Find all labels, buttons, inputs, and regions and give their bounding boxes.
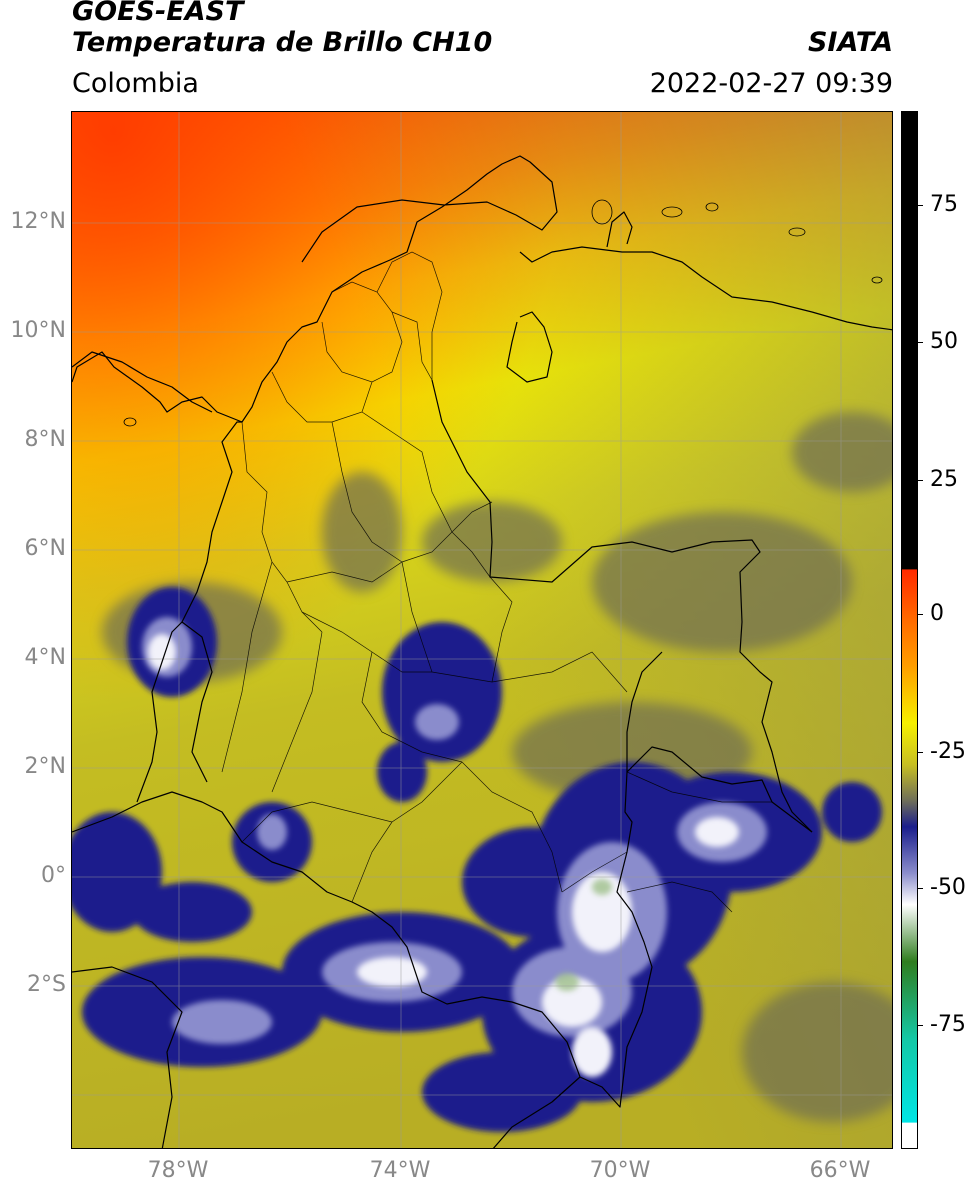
colorbar-tick — [918, 752, 923, 753]
paraguana-peninsula — [606, 211, 633, 248]
lon-label-74w: 74°W — [369, 1158, 431, 1183]
panama-coast — [72, 351, 213, 413]
brazil-border-north — [626, 651, 663, 772]
lat-label-10n: 10°N — [10, 318, 66, 343]
satellite-image — [72, 112, 892, 1148]
peru-border-south — [492, 1076, 581, 1148]
product-title: Temperatura de Brillo CH10 — [72, 27, 493, 58]
islands — [123, 199, 883, 427]
deep-convection — [72, 587, 882, 1132]
lat-label-2s: 2°S — [27, 972, 66, 997]
lon-label-70w: 70°W — [589, 1158, 651, 1183]
country-borders — [72, 155, 892, 1148]
colombia-brazil-border — [579, 746, 813, 1108]
pacific-coast — [181, 421, 242, 623]
department-borders — [221, 251, 772, 913]
lat-label-12n: 12°N — [10, 209, 66, 234]
colorbar-tick — [918, 342, 923, 343]
colorbar-tick — [918, 1025, 923, 1026]
lon-label-66w: 66°W — [809, 1158, 871, 1183]
colorbar-label-50: 50 — [930, 329, 958, 354]
satellite-title: GOES-EAST — [72, 0, 244, 27]
venezuela-coast — [519, 246, 892, 331]
lat-label-8n: 8°N — [24, 427, 66, 452]
colorbar-tick — [918, 480, 923, 481]
ecuador-border — [136, 621, 213, 803]
colorbar-tick — [918, 205, 923, 206]
colorbar-label-25: 25 — [930, 467, 958, 492]
agency-label: SIATA — [807, 27, 893, 58]
maracaibo-lake — [506, 311, 553, 383]
colorbar-label-75: 75 — [930, 192, 958, 217]
colombia-border — [72, 155, 558, 423]
lat-label-2n: 2°N — [24, 754, 66, 779]
graticule — [72, 112, 892, 1148]
lon-label-78w: 78°W — [147, 1158, 209, 1183]
lat-label-6n: 6°N — [24, 536, 66, 561]
colorbar-label-minus75: -75 — [930, 1012, 966, 1037]
colorbar-label-0: 0 — [930, 601, 944, 626]
lat-label-0: 0° — [41, 863, 66, 888]
colombia-venezuela-border — [431, 379, 813, 833]
map-panel — [71, 111, 893, 1149]
colorbar-label-minus25: -25 — [930, 739, 966, 764]
lat-label-4n: 4°N — [24, 645, 66, 670]
colorbar-label-minus50: -50 — [930, 875, 966, 900]
peru-ecuador-border — [72, 966, 183, 1148]
temperature-colorbar — [901, 111, 918, 1149]
colorbar-tick — [918, 888, 923, 889]
region-label: Colombia — [72, 68, 199, 99]
colorbar-tick — [918, 614, 923, 615]
timestamp-label: 2022-02-27 09:39 — [649, 68, 893, 99]
